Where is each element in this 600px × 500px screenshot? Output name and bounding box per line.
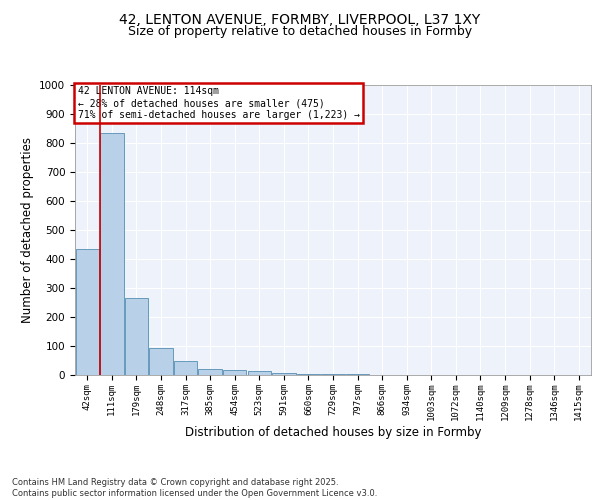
Text: 42, LENTON AVENUE, FORMBY, LIVERPOOL, L37 1XY: 42, LENTON AVENUE, FORMBY, LIVERPOOL, L3… <box>119 12 481 26</box>
Bar <box>346 374 369 375</box>
Bar <box>297 374 320 375</box>
Bar <box>272 372 296 375</box>
Bar <box>149 348 173 375</box>
Text: 42 LENTON AVENUE: 114sqm
← 28% of detached houses are smaller (475)
71% of semi-: 42 LENTON AVENUE: 114sqm ← 28% of detach… <box>77 86 359 120</box>
Bar <box>248 371 271 375</box>
X-axis label: Distribution of detached houses by size in Formby: Distribution of detached houses by size … <box>185 426 481 439</box>
Bar <box>100 133 124 375</box>
Y-axis label: Number of detached properties: Number of detached properties <box>20 137 34 323</box>
Bar <box>76 249 99 375</box>
Text: Contains HM Land Registry data © Crown copyright and database right 2025.
Contai: Contains HM Land Registry data © Crown c… <box>12 478 377 498</box>
Bar <box>322 374 344 375</box>
Bar <box>125 298 148 375</box>
Bar <box>174 362 197 375</box>
Text: Size of property relative to detached houses in Formby: Size of property relative to detached ho… <box>128 25 472 38</box>
Bar <box>199 368 222 375</box>
Bar <box>223 370 247 375</box>
